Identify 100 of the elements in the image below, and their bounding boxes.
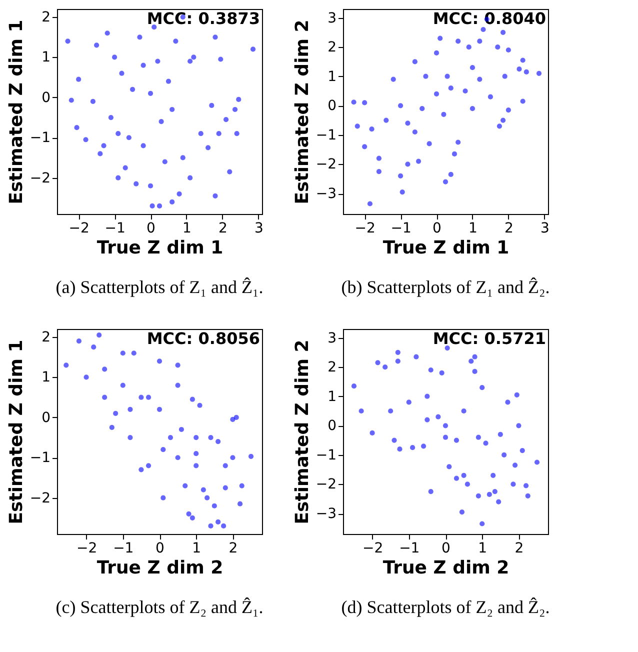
point: [375, 360, 380, 366]
y-tick-label: 2: [42, 330, 50, 346]
point: [456, 140, 461, 145]
y-tick-label: 0: [328, 98, 336, 114]
point: [414, 354, 419, 360]
point: [500, 30, 506, 35]
point: [175, 362, 180, 368]
point: [146, 463, 152, 468]
point: [477, 76, 482, 82]
point: [190, 396, 195, 402]
point: [470, 65, 476, 70]
point: [186, 511, 192, 516]
point: [392, 438, 397, 443]
point: [369, 126, 374, 132]
point: [91, 344, 96, 350]
point: [96, 332, 102, 338]
point: [212, 34, 218, 40]
point: [476, 493, 481, 498]
point: [420, 106, 425, 112]
point: [166, 78, 172, 84]
point: [227, 169, 232, 174]
point: [370, 430, 375, 436]
point: [500, 118, 506, 123]
point: [198, 131, 204, 136]
point: [424, 394, 430, 399]
point: [524, 69, 529, 75]
point: [160, 447, 166, 452]
point: [160, 495, 166, 500]
point: [446, 464, 452, 470]
point: [480, 385, 485, 390]
point: [138, 467, 144, 472]
point: [68, 98, 74, 103]
point: [176, 191, 182, 196]
x-tick-label: 2: [514, 540, 524, 556]
y-tick-label: 1: [328, 68, 336, 85]
point: [536, 70, 542, 76]
point: [424, 417, 430, 422]
point: [155, 58, 160, 64]
point: [116, 175, 121, 180]
point: [209, 102, 214, 108]
point: [534, 460, 540, 465]
point: [523, 483, 529, 488]
point: [516, 423, 522, 428]
x-tick-label: 0: [146, 220, 156, 236]
point: [212, 503, 217, 508]
point: [156, 203, 162, 209]
point: [428, 488, 434, 494]
point: [362, 144, 368, 150]
text: (a) Scatterplots of Z₁ and Ẑ₁.: [56, 277, 264, 297]
point: [395, 358, 400, 364]
point: [376, 156, 382, 161]
point: [116, 131, 121, 136]
point: [130, 86, 136, 92]
point: [156, 406, 162, 412]
point: [423, 74, 428, 79]
point: [208, 523, 214, 529]
x-tick-label: −1: [113, 540, 134, 556]
point: [448, 86, 454, 91]
point: [367, 201, 373, 206]
point: [175, 382, 180, 388]
x-tick-label: 0: [432, 220, 442, 236]
point: [416, 158, 422, 164]
text: (b) Scatterplots of Z₁ and Ẑ₂.: [341, 277, 550, 297]
y-tick-label: 1: [42, 50, 50, 66]
point: [206, 145, 211, 150]
point: [137, 34, 142, 40]
point: [156, 358, 162, 364]
point: [486, 492, 492, 498]
point: [204, 495, 210, 500]
annotation: MCC: 0.5721: [432, 329, 546, 348]
point: [358, 408, 364, 414]
point: [514, 392, 520, 398]
point: [230, 416, 236, 422]
point: [400, 189, 405, 195]
point: [83, 137, 88, 142]
y-tick-label: 2: [328, 360, 336, 376]
point: [170, 199, 175, 204]
point: [410, 445, 416, 450]
y-tick-label: 1: [328, 388, 336, 405]
x-tick-label: 2: [218, 220, 228, 236]
point: [452, 151, 458, 157]
point: [222, 463, 228, 468]
point: [122, 165, 128, 170]
point: [104, 30, 110, 36]
point: [232, 106, 238, 112]
y-tick-label: −1: [316, 447, 336, 464]
y-tick-label: −3: [316, 506, 336, 522]
point: [90, 98, 96, 104]
point: [506, 47, 511, 53]
point: [134, 181, 139, 186]
point: [466, 44, 472, 50]
point: [152, 24, 157, 30]
point: [197, 402, 202, 408]
y-tick-label: 0: [42, 410, 50, 426]
y-tick-label: −2: [316, 476, 336, 493]
y-tick-label: 2: [328, 40, 336, 56]
point: [434, 50, 440, 56]
point: [520, 448, 525, 454]
point: [444, 345, 450, 351]
x-axis-title: True Z dim 1: [382, 238, 510, 258]
